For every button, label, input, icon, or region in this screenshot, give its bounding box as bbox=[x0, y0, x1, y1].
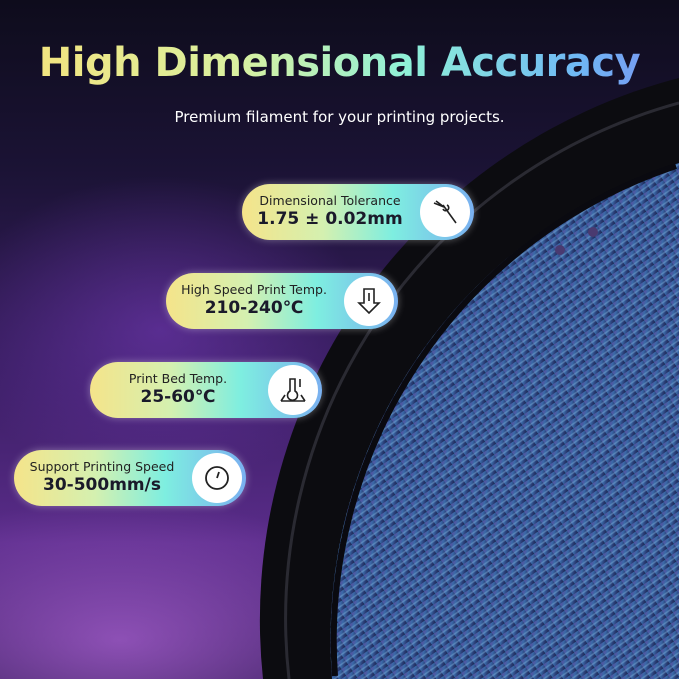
spec-print-speed: Support Printing Speed 30-500mm/s bbox=[14, 450, 246, 506]
spec-label: Support Printing Speed bbox=[29, 459, 175, 474]
bed-temperature-icon bbox=[268, 365, 318, 415]
speedometer-icon bbox=[192, 453, 242, 503]
caliper-icon bbox=[420, 187, 470, 237]
filament-edge bbox=[330, 163, 677, 677]
spec-label: Dimensional Tolerance bbox=[259, 193, 401, 208]
spec-value: 30-500mm/s bbox=[43, 475, 161, 495]
filament-winding bbox=[330, 163, 679, 679]
spec-label: Print Bed Temp. bbox=[128, 371, 228, 386]
spec-label: High Speed Print Temp. bbox=[181, 282, 327, 297]
spec-bed-temp: Print Bed Temp. 25-60℃ bbox=[90, 362, 322, 418]
spec-dimensional-tolerance: Dimensional Tolerance 1.75 ± 0.02mm bbox=[242, 184, 474, 240]
spool-hole bbox=[555, 245, 565, 255]
spec-value: 210-240℃ bbox=[204, 298, 304, 318]
spec-value: 25-60℃ bbox=[140, 387, 216, 407]
headline: High Dimensional Accuracy bbox=[0, 40, 679, 86]
spec-print-temp: High Speed Print Temp. 210-240℃ bbox=[166, 273, 398, 329]
subtitle: Premium filament for your printing proje… bbox=[174, 108, 505, 126]
spool-hole bbox=[588, 227, 598, 237]
spec-value: 1.75 ± 0.02mm bbox=[257, 209, 403, 229]
nozzle-temperature-icon bbox=[344, 276, 394, 326]
